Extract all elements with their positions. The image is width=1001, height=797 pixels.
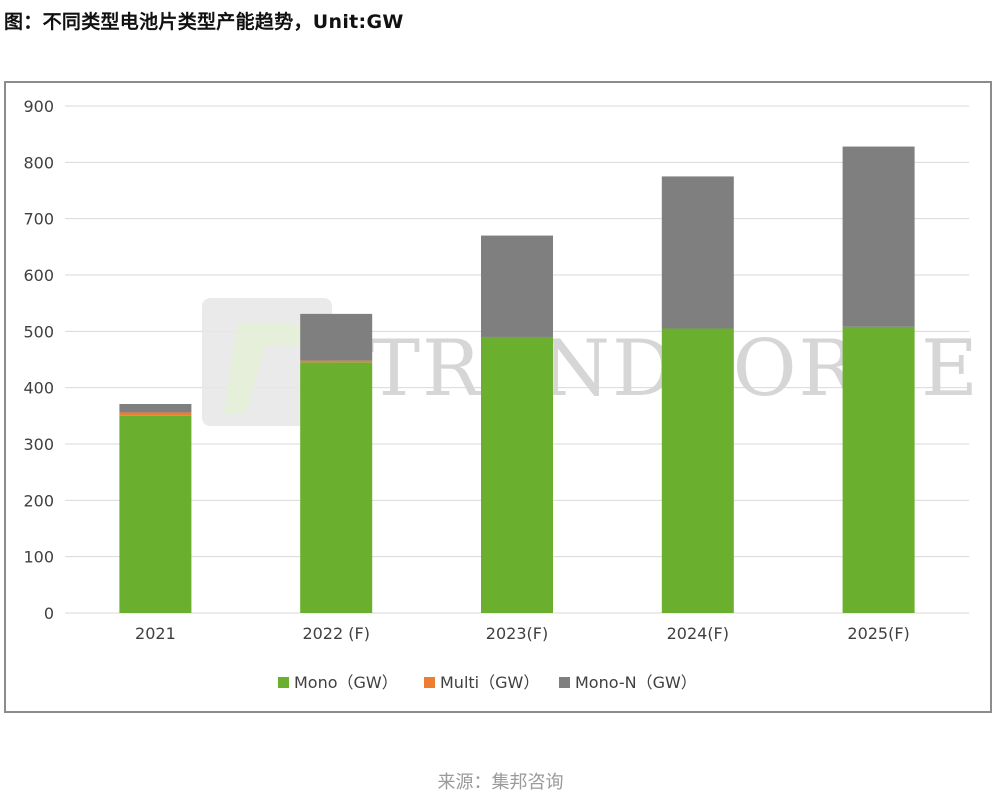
- chart-frame: TRENDFORCE 0100200300400500600700800900 …: [4, 81, 992, 713]
- figure-title: 图：不同类型电池片类型产能趋势，Unit:GW: [4, 11, 404, 33]
- watermark-logo-mark: [224, 323, 324, 413]
- bar-segment-mono-n: [842, 146, 915, 327]
- bar-segment-mono: [842, 326, 915, 613]
- x-axis-ticks: 2021 2022 (F) 2023(F) 2024(F) 2025(F): [135, 624, 910, 643]
- legend-swatch: [278, 677, 289, 688]
- legend-swatch: [559, 677, 570, 688]
- y-tick-label: 0: [44, 604, 54, 623]
- bar-segment-mono: [661, 328, 734, 613]
- bar-segment-mono: [119, 415, 192, 613]
- legend-label: Multi（GW）: [440, 673, 539, 692]
- source-label: 来源：集邦咨询: [437, 772, 564, 793]
- bar-segment-mono-n: [481, 235, 553, 337]
- bar-segment-multi: [300, 360, 373, 363]
- y-tick-label: 200: [23, 491, 54, 510]
- x-tick-label: 2021: [135, 624, 176, 643]
- bar-segment-mono-n: [119, 404, 192, 413]
- bar-segment-mono: [300, 362, 373, 613]
- bar-segment-mono-n: [300, 313, 373, 361]
- legend-label: Mono-N（GW）: [575, 673, 697, 692]
- y-tick-label: 300: [23, 435, 54, 454]
- y-tick-label: 400: [23, 379, 54, 398]
- stacked-bar-chart: TRENDFORCE 0100200300400500600700800900 …: [23, 97, 977, 692]
- y-tick-label: 500: [23, 322, 54, 341]
- y-tick-label: 100: [23, 548, 54, 567]
- x-tick-label: 2024(F): [667, 624, 729, 643]
- legend-label: Mono（GW）: [294, 673, 398, 692]
- x-tick-label: 2023(F): [486, 624, 548, 643]
- legend-swatch: [424, 677, 435, 688]
- y-axis-ticks: 0 100 200 300 400 500 600 700 800 900: [23, 97, 54, 623]
- y-tick-label: 900: [23, 97, 54, 116]
- bar-segment-mono: [481, 336, 553, 613]
- x-tick-label: 2022 (F): [302, 624, 370, 643]
- legend: Mono（GW） Multi（GW） Mono-N（GW）: [278, 673, 697, 692]
- y-tick-label: 700: [23, 210, 54, 229]
- bars: [119, 146, 915, 613]
- y-tick-label: 800: [23, 153, 54, 172]
- x-tick-label: 2025(F): [847, 624, 909, 643]
- y-tick-label: 600: [23, 266, 54, 285]
- bar-segment-mono-n: [661, 176, 734, 329]
- bar-segment-multi: [119, 412, 192, 416]
